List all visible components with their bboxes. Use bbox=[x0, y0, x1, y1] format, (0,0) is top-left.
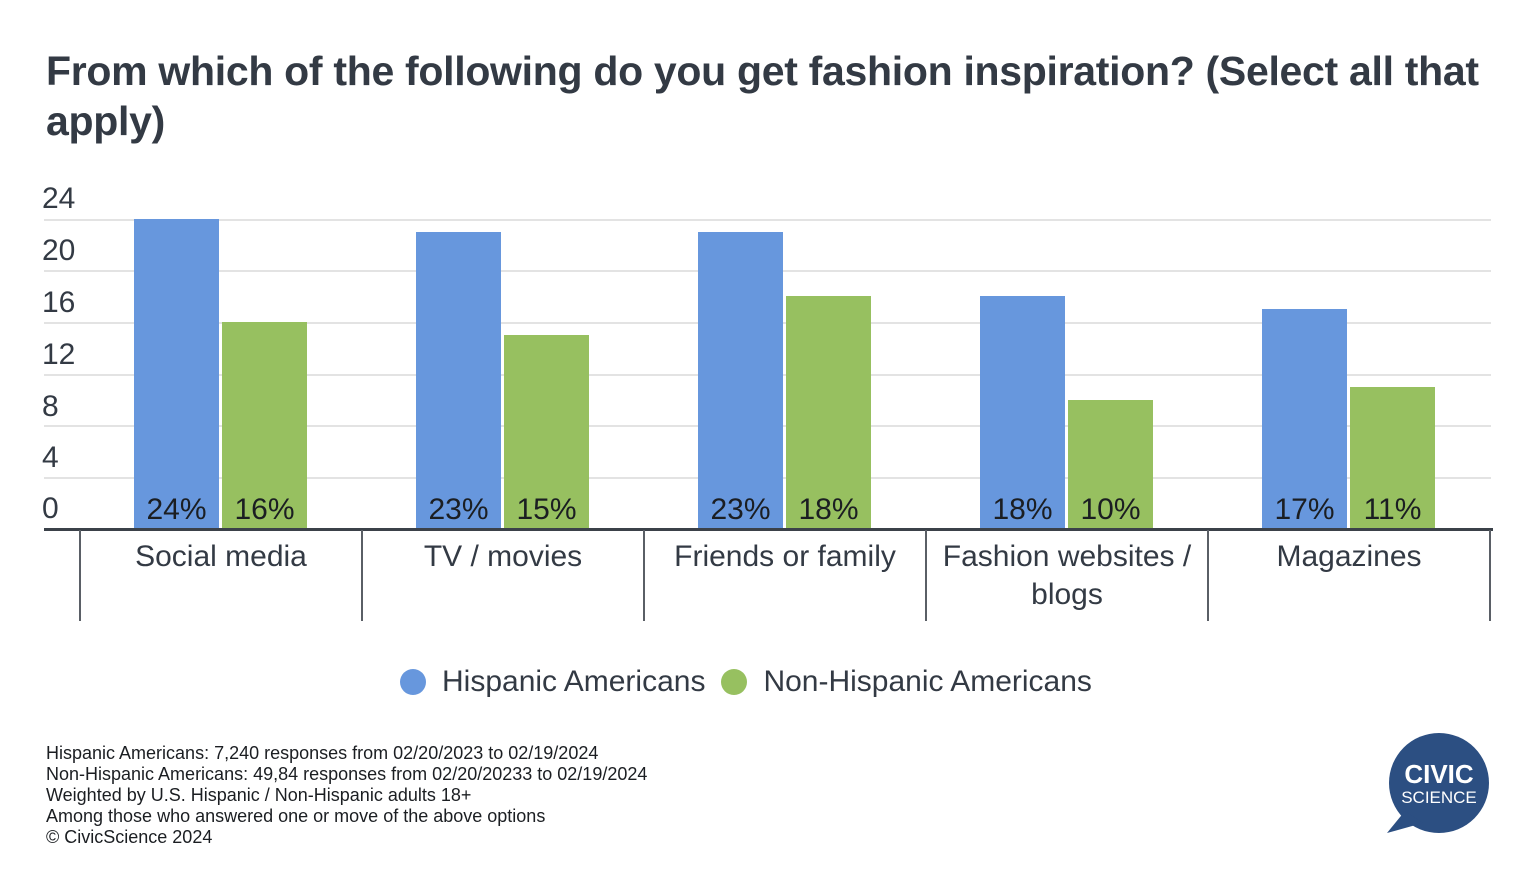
civicscience-logo: CIVIC SCIENCE bbox=[1383, 733, 1491, 835]
bar-friends-family-hispanic: 23% bbox=[698, 232, 783, 529]
bar-value-label: 16% bbox=[234, 493, 295, 526]
speech-bubble-logo-icon: CIVIC SCIENCE bbox=[1387, 733, 1489, 833]
y-tick-24: 24 bbox=[42, 182, 76, 215]
y-tick-8: 8 bbox=[42, 390, 59, 423]
footnote-weighting: Weighted by U.S. Hispanic / Non-Hispanic… bbox=[46, 785, 472, 805]
chart-title: From which of the following do you get f… bbox=[46, 48, 1479, 144]
category-divider bbox=[79, 530, 81, 621]
legend-item-non-hispanic[interactable]: Non-Hispanic Americans bbox=[721, 665, 1092, 699]
bar-value-label: 10% bbox=[1080, 493, 1141, 526]
category-divider bbox=[925, 530, 927, 621]
bar-value-label: 15% bbox=[516, 493, 577, 526]
footnotes: Hispanic Americans: 7,240 responses from… bbox=[46, 743, 647, 848]
legend-label: Hispanic Americans bbox=[442, 665, 706, 698]
x-axis-line bbox=[44, 528, 1493, 531]
y-tick-16: 16 bbox=[42, 286, 76, 319]
logo-text-civic: CIVIC bbox=[1404, 759, 1474, 789]
bar-value-label: 23% bbox=[710, 493, 771, 526]
category-divider bbox=[1207, 530, 1209, 621]
y-tick-12: 12 bbox=[42, 338, 76, 371]
bar-value-label: 18% bbox=[798, 493, 859, 526]
bar-fashion-websites-hispanic: 18% bbox=[980, 296, 1065, 529]
bar-tv-movies-hispanic: 23% bbox=[416, 232, 501, 529]
bar-value-label: 18% bbox=[992, 493, 1053, 526]
bar-value-label: 24% bbox=[146, 493, 207, 526]
logo-text-science: SCIENCE bbox=[1401, 788, 1477, 807]
gridline-24 bbox=[44, 219, 1491, 221]
y-tick-20: 20 bbox=[42, 234, 76, 267]
bar-tv-movies-non-hispanic: 15% bbox=[504, 335, 589, 529]
category-divider bbox=[643, 530, 645, 621]
y-tick-0: 0 bbox=[42, 492, 59, 525]
footnote-copyright: © CivicScience 2024 bbox=[46, 827, 213, 847]
legend-dot-icon bbox=[400, 669, 426, 695]
legend-item-hispanic[interactable]: Hispanic Americans bbox=[400, 665, 705, 699]
category-label-fashion-websites: Fashion websites / blogs bbox=[942, 540, 1192, 611]
bar-fashion-websites-non-hispanic: 10% bbox=[1068, 400, 1153, 529]
bar-magazines-hispanic: 17% bbox=[1262, 309, 1347, 529]
legend: Hispanic Americans Non-Hispanic American… bbox=[400, 662, 1108, 702]
bar-value-label: 11% bbox=[1363, 493, 1422, 526]
category-divider bbox=[1489, 530, 1491, 621]
footnote-non-hispanic-responses: Non-Hispanic Americans: 49,84 responses … bbox=[46, 764, 648, 784]
bar-value-label: 23% bbox=[428, 493, 489, 526]
footnote-hispanic-responses: Hispanic Americans: 7,240 responses from… bbox=[46, 743, 599, 763]
y-tick-4: 4 bbox=[42, 441, 59, 474]
category-label-friends-family: Friends or family bbox=[674, 540, 896, 573]
bar-social-media-hispanic: 24% bbox=[134, 219, 219, 529]
bar-friends-family-non-hispanic: 18% bbox=[786, 296, 871, 529]
legend-label: Non-Hispanic Americans bbox=[763, 665, 1092, 698]
category-label-tv-movies: TV / movies bbox=[423, 540, 583, 573]
category-divider bbox=[361, 530, 363, 621]
bar-value-label: 17% bbox=[1274, 493, 1335, 526]
legend-dot-icon bbox=[721, 669, 748, 695]
category-label-social-media: Social media bbox=[135, 540, 307, 573]
bar-magazines-non-hispanic: 11% bbox=[1350, 387, 1435, 529]
bar-social-media-non-hispanic: 16% bbox=[222, 322, 307, 529]
footnote-base: Among those who answered one or move of … bbox=[46, 806, 546, 826]
category-label-magazines: Magazines bbox=[1276, 540, 1422, 573]
